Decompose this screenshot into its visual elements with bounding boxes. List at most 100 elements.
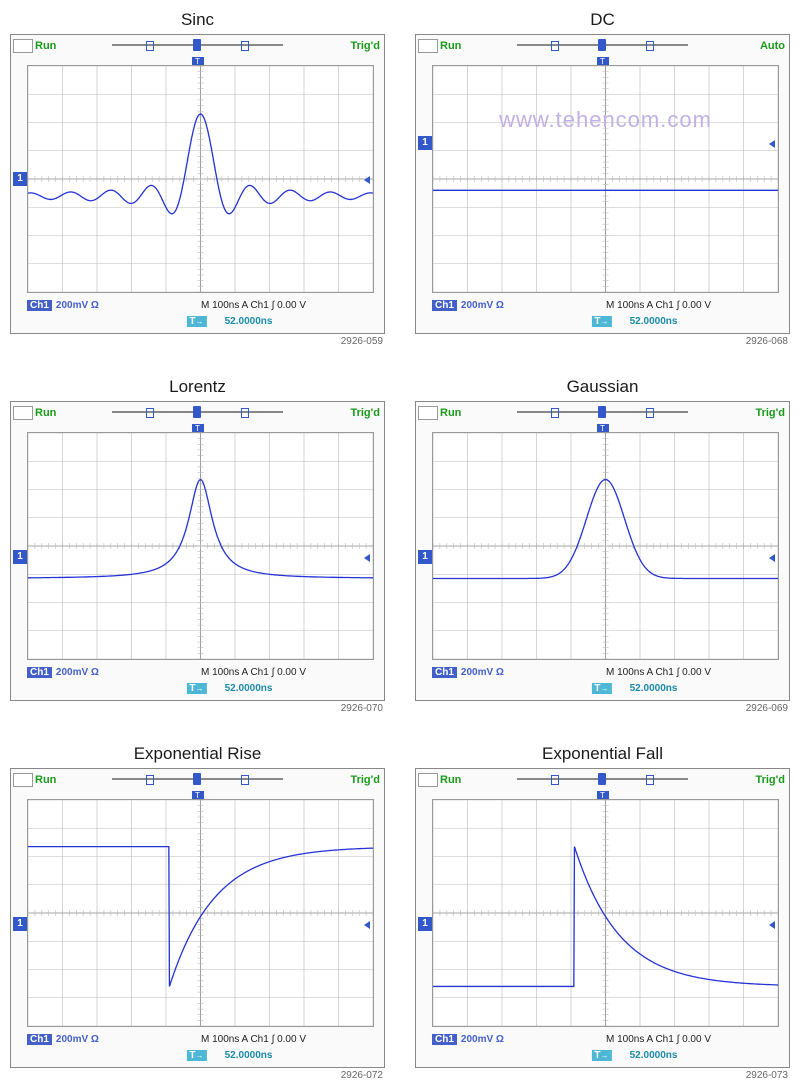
scope-panel: Gaussian Run Trig'd T 1 xyxy=(415,377,790,714)
delay-chip: T→ xyxy=(591,1050,611,1061)
trigger-level-arrow xyxy=(769,554,775,562)
oscilloscope-screen: Run Trig'd T 1 xyxy=(10,401,385,701)
scope-panel: DC Run Auto T 1 www.tehencom.com xyxy=(415,10,790,347)
scope-panel: Exponential Fall Run Trig'd T 1 xyxy=(415,744,790,1081)
acquisition-window-indicator xyxy=(496,41,709,49)
panel-title: Sinc xyxy=(10,10,385,30)
scope-top-bar: Run Auto xyxy=(416,35,789,57)
trace-svg xyxy=(433,433,778,659)
timebase-readout: M 100ns A Ch1 ∫ 0.00 V xyxy=(606,300,711,311)
channel-scale: 200mV Ω xyxy=(461,1034,504,1045)
delay-chip: T→ xyxy=(591,316,611,327)
trigger-level-arrow xyxy=(364,921,370,929)
channel-scale: 200mV Ω xyxy=(56,667,99,678)
scope-readout: Ch1 200mV Ω M 100ns A Ch1 ∫ 0.00 V T→ 52… xyxy=(432,664,779,698)
trace-svg xyxy=(433,66,778,292)
panel-title: Exponential Fall xyxy=(415,744,790,764)
run-status: Run xyxy=(35,40,56,52)
tek-logo xyxy=(418,406,438,420)
figure-serial: 2926-069 xyxy=(415,703,788,714)
channel-marker: 1 xyxy=(13,550,27,564)
trace-svg xyxy=(28,66,373,292)
timebase-readout: M 100ns A Ch1 ∫ 0.00 V xyxy=(201,1034,306,1045)
trigger-status: Trig'd xyxy=(755,774,785,786)
scope-top-bar: Run Trig'd xyxy=(11,35,384,57)
scope-readout: Ch1 200mV Ω M 100ns A Ch1 ∫ 0.00 V T→ 52… xyxy=(27,1031,374,1065)
oscilloscope-screen: Run Trig'd T 1 xyxy=(10,34,385,334)
figure-serial: 2926-070 xyxy=(10,703,383,714)
delay-chip: T→ xyxy=(186,1050,206,1061)
delay-value: 52.0000ns xyxy=(225,316,273,327)
plot-area xyxy=(27,432,374,660)
run-status: Run xyxy=(440,407,461,419)
scope-top-bar: Run Trig'd xyxy=(416,769,789,791)
acquisition-window-indicator xyxy=(496,408,709,416)
figure-serial: 2926-072 xyxy=(10,1070,383,1081)
scope-readout: Ch1 200mV Ω M 100ns A Ch1 ∫ 0.00 V T→ 52… xyxy=(27,664,374,698)
run-status: Run xyxy=(440,774,461,786)
trigger-level-arrow xyxy=(364,554,370,562)
channel-chip: Ch1 xyxy=(27,300,52,311)
tek-logo xyxy=(418,773,438,787)
delay-value: 52.0000ns xyxy=(225,1050,273,1061)
plot-area xyxy=(432,799,779,1027)
plot-area xyxy=(27,799,374,1027)
tek-logo xyxy=(13,406,33,420)
delay-chip: T→ xyxy=(186,683,206,694)
oscilloscope-screen: Run Auto T 1 www.tehencom.com xyxy=(415,34,790,334)
delay-value: 52.0000ns xyxy=(630,316,678,327)
tek-logo xyxy=(13,773,33,787)
channel-chip: Ch1 xyxy=(27,1034,52,1045)
delay-value: 52.0000ns xyxy=(225,683,273,694)
figure-serial: 2926-059 xyxy=(10,336,383,347)
scope-readout: Ch1 200mV Ω M 100ns A Ch1 ∫ 0.00 V T→ 52… xyxy=(27,297,374,331)
scope-panel: Sinc Run Trig'd T 1 xyxy=(10,10,385,347)
timebase-readout: M 100ns A Ch1 ∫ 0.00 V xyxy=(606,667,711,678)
channel-marker: 1 xyxy=(13,172,27,186)
channel-chip: Ch1 xyxy=(27,667,52,678)
plot-area xyxy=(432,432,779,660)
oscilloscope-screen: Run Trig'd T 1 xyxy=(10,768,385,1068)
scope-readout: Ch1 200mV Ω M 100ns A Ch1 ∫ 0.00 V T→ 52… xyxy=(432,1031,779,1065)
scope-panel: Lorentz Run Trig'd T 1 xyxy=(10,377,385,714)
oscilloscope-screen: Run Trig'd T 1 xyxy=(415,401,790,701)
channel-chip: Ch1 xyxy=(432,300,457,311)
trace-svg xyxy=(28,800,373,1026)
scope-panel: Exponential Rise Run Trig'd T 1 xyxy=(10,744,385,1081)
channel-marker: 1 xyxy=(418,550,432,564)
acquisition-window-indicator xyxy=(91,775,304,783)
trigger-status: Trig'd xyxy=(350,407,380,419)
channel-scale: 200mV Ω xyxy=(56,1034,99,1045)
scope-top-bar: Run Trig'd xyxy=(416,402,789,424)
trigger-status: Trig'd xyxy=(755,407,785,419)
delay-chip: T→ xyxy=(186,316,206,327)
panel-title: DC xyxy=(415,10,790,30)
plot-area xyxy=(27,65,374,293)
channel-scale: 200mV Ω xyxy=(461,667,504,678)
acquisition-window-indicator xyxy=(91,41,304,49)
trace-svg xyxy=(433,800,778,1026)
run-status: Run xyxy=(35,407,56,419)
acquisition-window-indicator xyxy=(91,408,304,416)
trace-svg xyxy=(28,433,373,659)
run-status: Run xyxy=(440,40,461,52)
trigger-status: Auto xyxy=(760,40,785,52)
trigger-status: Trig'd xyxy=(350,774,380,786)
timebase-readout: M 100ns A Ch1 ∫ 0.00 V xyxy=(201,667,306,678)
scope-readout: Ch1 200mV Ω M 100ns A Ch1 ∫ 0.00 V T→ 52… xyxy=(432,297,779,331)
trigger-status: Trig'd xyxy=(350,40,380,52)
channel-marker: 1 xyxy=(418,917,432,931)
figure-serial: 2926-073 xyxy=(415,1070,788,1081)
channel-marker: 1 xyxy=(13,917,27,931)
channel-chip: Ch1 xyxy=(432,667,457,678)
run-status: Run xyxy=(35,774,56,786)
delay-value: 52.0000ns xyxy=(630,1050,678,1061)
tek-logo xyxy=(13,39,33,53)
trigger-level-arrow xyxy=(769,921,775,929)
panel-title: Exponential Rise xyxy=(10,744,385,764)
panel-title: Lorentz xyxy=(10,377,385,397)
trigger-level-arrow xyxy=(364,176,370,184)
timebase-readout: M 100ns A Ch1 ∫ 0.00 V xyxy=(201,300,306,311)
timebase-readout: M 100ns A Ch1 ∫ 0.00 V xyxy=(606,1034,711,1045)
trigger-level-arrow xyxy=(769,140,775,148)
